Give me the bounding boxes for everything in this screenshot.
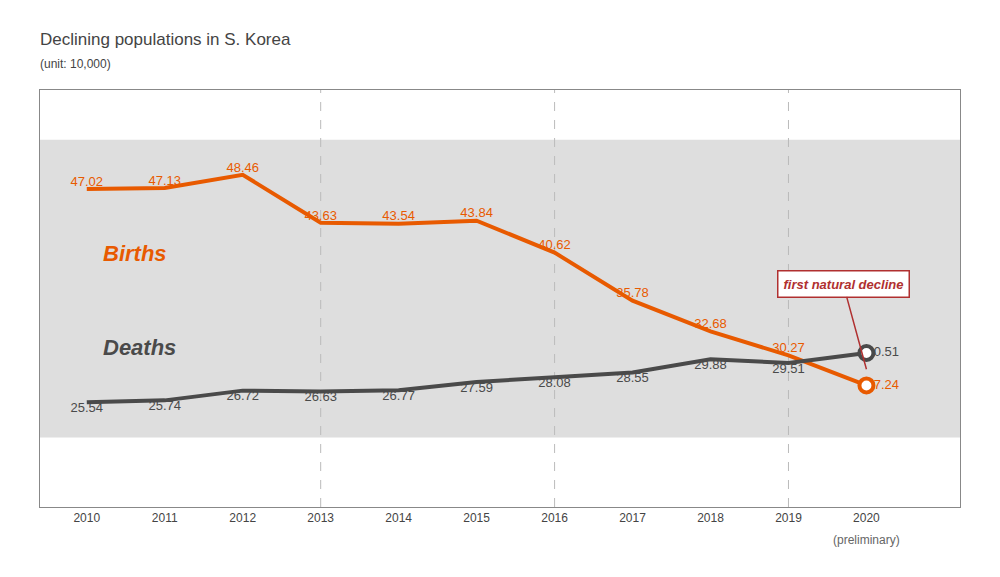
- svg-text:2017: 2017: [619, 511, 646, 525]
- svg-text:32.68: 32.68: [694, 316, 727, 331]
- svg-text:47.13: 47.13: [148, 173, 181, 188]
- svg-text:(preliminary): (preliminary): [833, 533, 900, 547]
- svg-text:30.27: 30.27: [772, 340, 805, 355]
- svg-text:30.51: 30.51: [866, 344, 899, 359]
- svg-text:2015: 2015: [463, 511, 490, 525]
- svg-text:2012: 2012: [229, 511, 256, 525]
- svg-text:40.62: 40.62: [538, 237, 571, 252]
- svg-text:29.51: 29.51: [772, 361, 805, 376]
- svg-text:(unit: 10,000): (unit: 10,000): [40, 57, 111, 71]
- svg-text:Deaths: Deaths: [103, 335, 176, 360]
- svg-text:48.46: 48.46: [226, 160, 259, 175]
- svg-text:25.54: 25.54: [71, 400, 104, 415]
- svg-text:2016: 2016: [541, 511, 568, 525]
- svg-text:first natural decline: first natural decline: [784, 277, 904, 292]
- svg-text:2014: 2014: [385, 511, 412, 525]
- svg-text:43.63: 43.63: [304, 208, 337, 223]
- svg-text:2010: 2010: [73, 511, 100, 525]
- svg-text:26.77: 26.77: [382, 388, 415, 403]
- svg-text:Declining populations in S. Ko: Declining populations in S. Korea: [40, 30, 291, 49]
- svg-text:35.78: 35.78: [616, 285, 649, 300]
- svg-text:Births: Births: [103, 241, 167, 266]
- svg-text:43.84: 43.84: [460, 205, 493, 220]
- svg-text:28.55: 28.55: [616, 370, 649, 385]
- svg-text:2019: 2019: [775, 511, 802, 525]
- svg-text:26.72: 26.72: [226, 388, 259, 403]
- svg-text:2013: 2013: [307, 511, 334, 525]
- svg-text:2011: 2011: [152, 511, 178, 525]
- svg-text:47.02: 47.02: [71, 174, 104, 189]
- svg-text:27.59: 27.59: [460, 380, 493, 395]
- svg-text:2018: 2018: [697, 511, 724, 525]
- svg-text:26.63: 26.63: [304, 389, 337, 404]
- svg-text:25.74: 25.74: [148, 398, 181, 413]
- svg-text:43.54: 43.54: [382, 208, 415, 223]
- svg-text:29.88: 29.88: [694, 357, 727, 372]
- svg-text:28.08: 28.08: [538, 375, 571, 390]
- svg-text:2020: 2020: [853, 511, 880, 525]
- svg-text:27.24: 27.24: [866, 377, 899, 392]
